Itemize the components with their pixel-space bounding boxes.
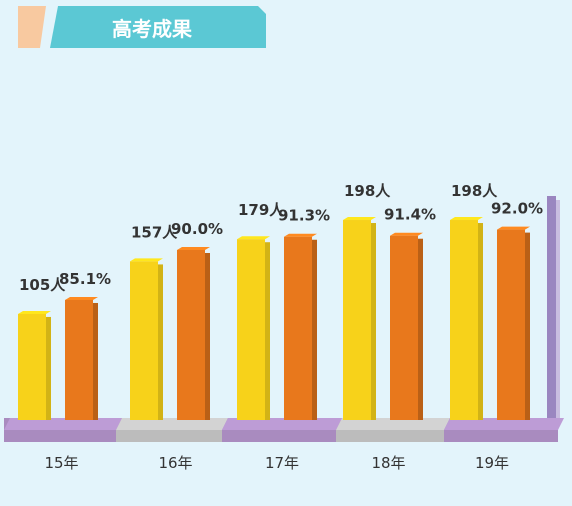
bar-people-top [130, 258, 163, 262]
bar-rate-side [525, 232, 530, 420]
floor-segment-front [4, 430, 116, 442]
label-people: 198人 [344, 182, 391, 200]
x-tick-label: 15年 [44, 454, 78, 472]
bar-people [237, 239, 265, 420]
bar-rate-side [312, 239, 317, 420]
bar-people-side [265, 242, 270, 420]
bar-rate-side [205, 253, 210, 420]
bar-rate-top [177, 247, 210, 250]
axis-post [547, 196, 560, 418]
floor-segment-front [444, 430, 558, 442]
label-rate: 91.4% [384, 206, 436, 224]
bar-people [18, 313, 46, 420]
floor-segment-front [336, 430, 444, 442]
title-banner-bg [50, 6, 266, 48]
bar-people [343, 220, 371, 420]
bars-layer [18, 217, 530, 420]
floor-segment-top [336, 418, 450, 430]
bar-rate [177, 250, 205, 420]
bar-people-side [478, 223, 483, 420]
label-people: 198人 [451, 182, 498, 200]
bar-rate-top [390, 232, 423, 236]
floor-segment-top [4, 418, 122, 430]
label-people: 105人 [19, 276, 66, 294]
label-rate: 90.0% [171, 220, 223, 238]
bar-rate [390, 235, 418, 420]
bar-people [450, 220, 478, 420]
x-tick-label: 16年 [158, 454, 192, 472]
floor-segment-front [116, 430, 222, 442]
bar-people-side [46, 316, 51, 420]
bar-rate-side [93, 302, 98, 420]
label-people: 157人 [131, 223, 178, 241]
bar-people [130, 261, 158, 420]
floor-segment-top [116, 418, 228, 430]
bar-rate-top [65, 296, 98, 300]
label-rate: 91.3% [278, 207, 330, 225]
x-tick-label: 19年 [475, 454, 509, 472]
bar-rate [65, 299, 93, 420]
x-tick-label: 17年 [265, 454, 299, 472]
label-rate: 85.1% [59, 270, 111, 288]
bar-people-top [450, 217, 483, 221]
title-banner: 高考成果 [18, 6, 266, 48]
bar-rate-top [284, 233, 317, 237]
title-accent-tab [18, 6, 46, 48]
floor-segment-front [222, 430, 336, 442]
bar-rate-top [497, 226, 530, 230]
label-people: 179人 [238, 201, 285, 219]
bar-people-top [18, 310, 51, 314]
axis-post-side [556, 200, 560, 418]
floor-segment-top [444, 418, 564, 430]
axis-post-front [547, 196, 556, 418]
chart-floor [4, 418, 564, 442]
bar-rate [497, 229, 525, 420]
label-rate: 92.0% [491, 200, 543, 218]
floor-segment-top [222, 418, 342, 430]
x-tick-label: 18年 [371, 454, 405, 472]
bar-rate-side [418, 238, 423, 420]
bar-people-top [343, 217, 376, 221]
bar-people-side [371, 223, 376, 420]
bar-rate [284, 236, 312, 420]
bar-people-side [158, 264, 163, 420]
chart-title: 高考成果 [112, 17, 192, 41]
bar-people-top [237, 236, 270, 240]
